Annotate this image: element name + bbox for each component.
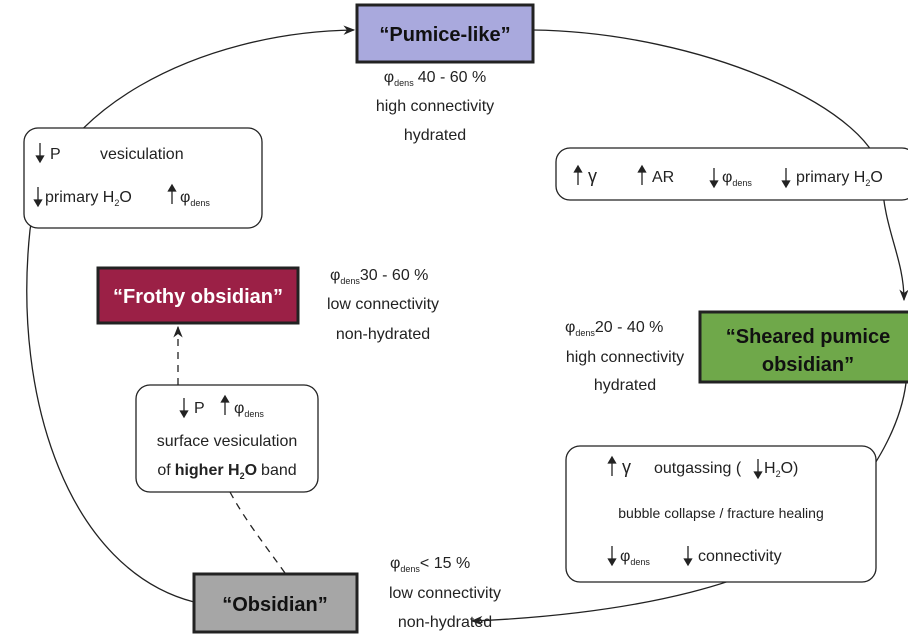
trend-arrow bbox=[167, 183, 177, 204]
process-text: primary H2O bbox=[45, 189, 132, 208]
process-text: γ bbox=[622, 457, 631, 477]
trend-arrow bbox=[753, 459, 763, 480]
porosity: φdens< 15 % bbox=[390, 555, 470, 574]
pumice-like-box bbox=[355, 3, 535, 64]
trend-arrow bbox=[637, 164, 647, 185]
trend-arrow bbox=[607, 455, 617, 476]
process-text: vesiculation bbox=[100, 146, 184, 163]
cycle-arrow bbox=[532, 29, 908, 302]
connectivity: high connectivity bbox=[566, 349, 684, 366]
trend-arrow bbox=[35, 143, 45, 164]
process-text: P bbox=[194, 400, 205, 417]
connectivity: high connectivity bbox=[376, 98, 494, 115]
trend-arrow bbox=[683, 546, 693, 567]
process-text: φdens bbox=[180, 189, 210, 208]
process-text: P bbox=[50, 146, 61, 163]
process-box bbox=[23, 127, 263, 229]
process-text: primary H2O bbox=[796, 169, 883, 188]
frothy-box bbox=[96, 266, 300, 325]
process-text: γ bbox=[588, 166, 597, 186]
trend-arrow bbox=[781, 168, 791, 189]
porosity: φdens30 - 60 % bbox=[330, 267, 428, 286]
process-text: bubble collapse / fracture healing bbox=[618, 505, 823, 521]
dashed-link bbox=[229, 491, 286, 574]
hydration: non-hydrated bbox=[336, 326, 430, 343]
state-label: “Sheared pumice bbox=[726, 326, 891, 348]
state-label: “Pumice-like” bbox=[379, 24, 510, 46]
process-text: of higher H2O band bbox=[157, 462, 296, 481]
process-text: AR bbox=[652, 169, 674, 186]
process-text: outgassing ( bbox=[654, 460, 742, 477]
process-text: H2O) bbox=[764, 460, 798, 479]
obsidian-box bbox=[192, 572, 359, 634]
trend-arrow bbox=[607, 546, 617, 567]
process-box bbox=[555, 147, 908, 201]
process-box bbox=[565, 445, 877, 583]
trend-arrow bbox=[573, 164, 583, 185]
connectivity: low connectivity bbox=[389, 585, 501, 602]
state-label: “Frothy obsidian” bbox=[113, 286, 283, 308]
sheared-box bbox=[698, 310, 908, 384]
state-label: obsidian” bbox=[762, 354, 854, 376]
hydration: hydrated bbox=[594, 377, 656, 394]
trend-arrow bbox=[220, 394, 230, 415]
process-text: φdens bbox=[620, 548, 650, 567]
connectivity: low connectivity bbox=[327, 296, 439, 313]
trend-arrow bbox=[179, 398, 189, 419]
porosity: φdens20 - 40 % bbox=[565, 319, 663, 338]
process-text: surface vesiculation bbox=[157, 433, 298, 450]
process-text: connectivity bbox=[698, 548, 782, 565]
state-label: “Obsidian” bbox=[222, 594, 328, 616]
hydration: non-hydrated bbox=[398, 614, 492, 631]
process-text: φdens bbox=[234, 400, 264, 419]
trend-arrow bbox=[709, 168, 719, 189]
hydration: hydrated bbox=[404, 127, 466, 144]
process-text: φdens bbox=[722, 169, 752, 188]
porosity: φdens 40 - 60 % bbox=[384, 69, 486, 88]
trend-arrow bbox=[33, 187, 43, 208]
cycle-arrow bbox=[26, 25, 356, 603]
